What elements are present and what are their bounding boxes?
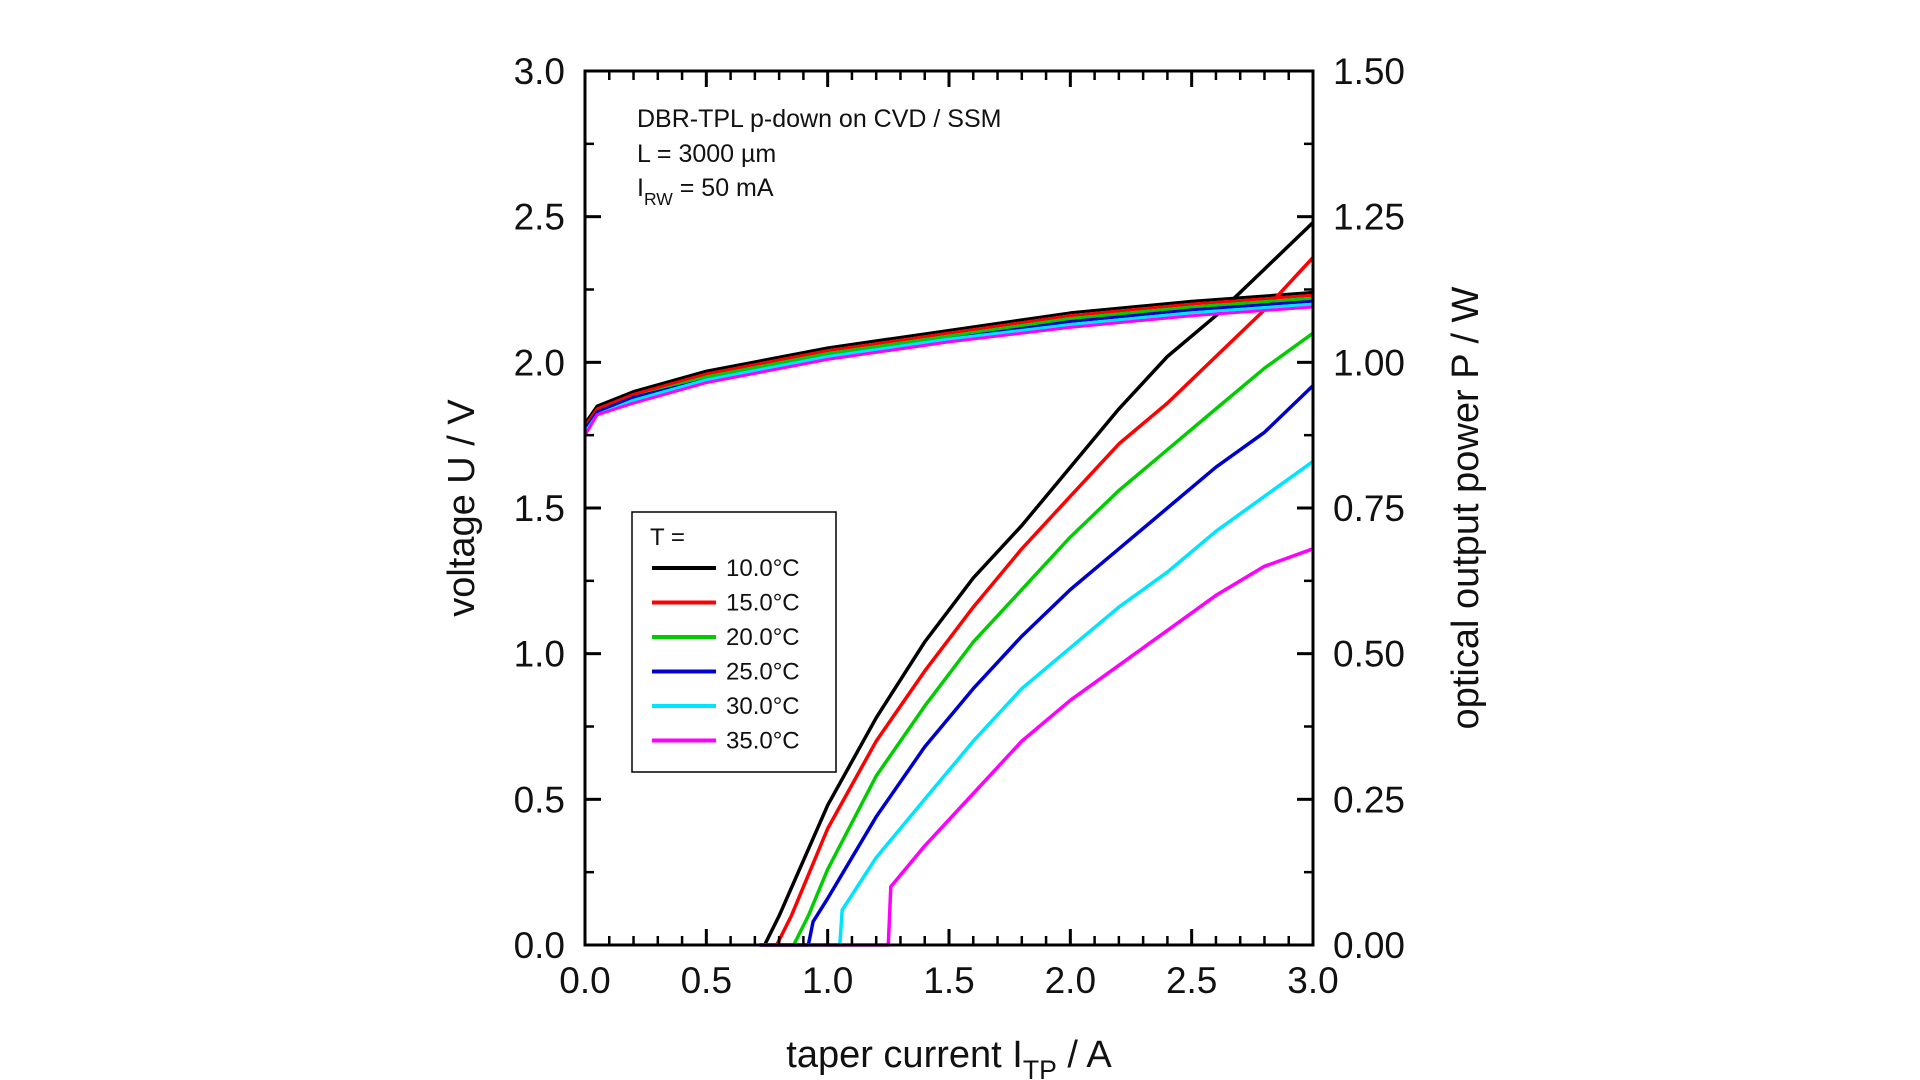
annotation-line-3: IRW = 50 mA xyxy=(637,174,774,209)
annotation-line-1: DBR-TPL p-down on CVD / SSM xyxy=(637,105,1001,133)
y-axis-left-title: voltage U / V xyxy=(441,399,483,617)
y-left-tick-label: 2.0 xyxy=(514,342,565,383)
tick-labels: 0.0 0.5 1.0 1.5 2.0 2.5 3.0 0.0 0.5 1.0 1.5 2.0 2.5 3… xyxy=(514,51,1405,1001)
y-axis-right-title: optical output power P / W xyxy=(1445,286,1487,729)
power-line-35.0°C xyxy=(759,547,1314,947)
annotation-line-2: L = 3000 µm xyxy=(637,140,776,168)
legend-title: T = xyxy=(650,524,685,551)
y-left-tick-label: 1.0 xyxy=(514,634,565,675)
x-tick-label: 3.0 xyxy=(1287,960,1338,1001)
voltage-line-20.0°C xyxy=(583,296,1314,431)
annotation-block: DBR-TPL p-down on CVD / SSM L = 3000 µm … xyxy=(637,105,1001,209)
y-right-tick-label: 0.25 xyxy=(1333,779,1405,820)
y-right-tick-label: 1.00 xyxy=(1333,342,1405,383)
legend-label: 15.0°C xyxy=(726,590,800,617)
y-left-tick-label: 0.0 xyxy=(514,925,565,966)
legend-box xyxy=(631,511,837,773)
series-lines xyxy=(583,221,1315,947)
legend-label: 10.0°C xyxy=(726,555,800,582)
y-left-tick-label: 2.5 xyxy=(514,197,565,238)
legend-label: 35.0°C xyxy=(726,728,800,755)
power-line-30.0°C xyxy=(759,459,1315,947)
legend-label: 20.0°C xyxy=(726,624,800,651)
y-right-tick-label: 1.25 xyxy=(1333,197,1405,238)
x-tick-label: 1.5 xyxy=(923,960,974,1001)
y-left-tick-label: 3.0 xyxy=(514,51,565,92)
y-right-tick-label: 0.00 xyxy=(1333,925,1405,966)
voltage-line-10.0°C xyxy=(583,290,1314,425)
x-tick-label: 2.0 xyxy=(1045,960,1096,1001)
legend-label: 25.0°C xyxy=(726,659,800,686)
x-tick-label: 2.5 xyxy=(1166,960,1217,1001)
y-right-tick-label: 1.50 xyxy=(1333,51,1405,92)
axis-ticks xyxy=(583,69,1315,947)
voltage-line-25.0°C xyxy=(583,299,1314,431)
power-line-10.0°C xyxy=(759,221,1315,947)
y-left-tick-label: 0.5 xyxy=(514,779,565,820)
power-line-15.0°C xyxy=(759,256,1315,947)
y-right-tick-label: 0.50 xyxy=(1333,634,1405,675)
legend-label: 30.0°C xyxy=(726,693,800,720)
y-right-tick-label: 0.75 xyxy=(1333,488,1405,529)
power-line-25.0°C xyxy=(759,384,1315,947)
x-tick-label: 0.5 xyxy=(681,960,732,1001)
y-left-tick-label: 1.5 xyxy=(514,488,565,529)
x-tick-label: 1.0 xyxy=(802,960,853,1001)
plot-frame xyxy=(583,69,1315,947)
x-axis-title: taper current ITP / A xyxy=(786,1034,1112,1080)
legend-items: 10.0°C 15.0°C 20.0°C 25.0°C 30.0°C 35.0°C xyxy=(652,555,800,755)
voltage-line-35.0°C xyxy=(583,305,1314,436)
legend: T = 10.0°C 15.0°C 20.0°C 25.0°C 30.0°C 35.0°C xyxy=(631,511,837,773)
voltage-line-15.0°C xyxy=(583,293,1314,428)
power-line-20.0°C xyxy=(759,331,1315,947)
x-tick-label: 0.0 xyxy=(559,960,610,1001)
